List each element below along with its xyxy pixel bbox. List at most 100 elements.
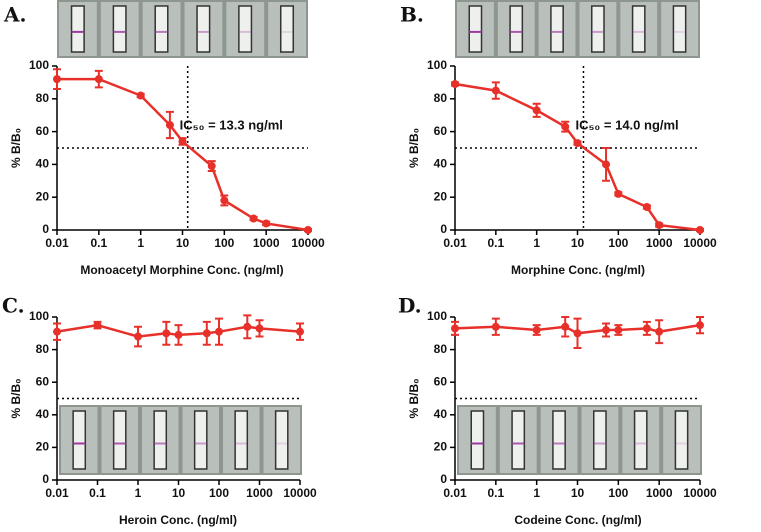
data-point bbox=[696, 226, 704, 234]
x-tick-label: 100 bbox=[214, 236, 234, 250]
data-point bbox=[304, 226, 312, 234]
data-point bbox=[136, 91, 145, 100]
data-point bbox=[178, 137, 187, 146]
y-axis-label: % B/B₀ bbox=[407, 378, 421, 418]
data-point bbox=[573, 139, 582, 148]
y-tick-label: 0 bbox=[42, 222, 49, 236]
y-tick-label: 0 bbox=[42, 472, 49, 486]
x-tick-label: 0.1 bbox=[487, 236, 504, 250]
y-tick-label: 20 bbox=[36, 189, 50, 203]
y-tick-label: 20 bbox=[36, 440, 50, 454]
x-tick-label: 1000 bbox=[253, 236, 280, 250]
data-point bbox=[165, 121, 174, 130]
y-tick-label: 80 bbox=[434, 342, 448, 356]
data-point bbox=[255, 324, 264, 333]
x-tick-label: 0.01 bbox=[45, 486, 69, 500]
y-tick-label: 100 bbox=[427, 309, 447, 323]
data-point bbox=[602, 326, 611, 335]
annotation: IC₅₀ = 13.3 ng/ml bbox=[180, 117, 283, 132]
data-line bbox=[56, 323, 301, 338]
x-axis-label: Monoacetyl Morphine Conc. (ng/ml) bbox=[80, 263, 283, 277]
x-tick-label: 10000 bbox=[291, 236, 325, 250]
y-tick-label: 100 bbox=[29, 58, 49, 72]
x-tick-label: 1000 bbox=[246, 486, 273, 500]
test-window bbox=[193, 410, 208, 470]
data-line bbox=[454, 323, 701, 335]
x-tick-label: 0.01 bbox=[443, 486, 467, 500]
data-point bbox=[220, 196, 229, 205]
data-point bbox=[207, 162, 216, 171]
data-point bbox=[93, 321, 102, 330]
x-tick-label: 10 bbox=[571, 236, 585, 250]
x-tick-label: 1 bbox=[533, 486, 540, 500]
test-window bbox=[550, 5, 564, 53]
data-point bbox=[573, 329, 582, 338]
x-tick-label: 10 bbox=[176, 236, 190, 250]
y-tick-label: 80 bbox=[36, 91, 50, 105]
x-tick-label: 0.1 bbox=[487, 486, 504, 500]
x-tick-label: 10 bbox=[571, 486, 585, 500]
panel-label: A. bbox=[3, 3, 26, 27]
test-window bbox=[279, 5, 295, 53]
data-point bbox=[215, 327, 223, 336]
y-tick-label: 60 bbox=[36, 374, 50, 388]
test-window bbox=[509, 5, 524, 53]
y-tick-label: 100 bbox=[427, 58, 447, 72]
y-tick-label: 0 bbox=[440, 222, 447, 236]
data-point bbox=[451, 80, 459, 89]
y-tick-label: 40 bbox=[434, 157, 448, 171]
data-point bbox=[451, 324, 459, 333]
test-window bbox=[112, 5, 127, 53]
y-tick-label: 80 bbox=[36, 342, 50, 356]
x-axis-label: Heroin Conc. (ng/ml) bbox=[119, 513, 237, 527]
data-point bbox=[561, 322, 570, 331]
data-point bbox=[162, 329, 171, 338]
y-axis-label: % B/B₀ bbox=[9, 128, 23, 168]
x-tick-label: 10000 bbox=[683, 236, 717, 250]
data-point bbox=[262, 219, 271, 228]
test-window bbox=[672, 5, 687, 53]
y-tick-label: 60 bbox=[434, 124, 448, 138]
x-tick-label: 1000 bbox=[646, 236, 673, 250]
data-point bbox=[296, 327, 304, 336]
test-window bbox=[274, 410, 289, 470]
data-line bbox=[57, 77, 309, 232]
data-point bbox=[602, 160, 611, 169]
test-window bbox=[674, 410, 689, 470]
test-window bbox=[154, 5, 169, 53]
test-window bbox=[234, 410, 249, 470]
test-window bbox=[633, 410, 648, 470]
data-point bbox=[614, 189, 623, 198]
x-tick-label: 1 bbox=[533, 236, 540, 250]
x-tick-label: 0.01 bbox=[45, 236, 69, 250]
data-point bbox=[491, 86, 500, 95]
data-point bbox=[94, 75, 103, 84]
data-point bbox=[249, 214, 258, 223]
y-tick-label: 100 bbox=[29, 309, 49, 323]
x-tick-label: 10000 bbox=[683, 486, 717, 500]
data-point bbox=[174, 330, 183, 339]
x-tick-label: 10000 bbox=[283, 486, 317, 500]
x-tick-label: 1 bbox=[137, 236, 144, 250]
x-tick-label: 1000 bbox=[646, 486, 673, 500]
data-point bbox=[134, 332, 142, 341]
y-axis-label: % B/B₀ bbox=[407, 128, 421, 168]
data-point bbox=[642, 203, 651, 212]
y-tick-label: 80 bbox=[434, 91, 448, 105]
data-point bbox=[532, 106, 541, 115]
photo-strip bbox=[59, 405, 302, 475]
data-point bbox=[491, 322, 500, 331]
photo-strip bbox=[455, 0, 700, 58]
y-tick-label: 60 bbox=[36, 124, 50, 138]
test-window bbox=[468, 5, 483, 53]
test-window bbox=[631, 5, 646, 53]
x-tick-label: 0.1 bbox=[89, 486, 106, 500]
panel-label: C. bbox=[2, 294, 25, 318]
x-tick-label: 10 bbox=[172, 486, 186, 500]
data-point bbox=[561, 122, 570, 131]
x-axis-label: Morphine Conc. (ng/ml) bbox=[511, 263, 645, 277]
photo-strip bbox=[57, 0, 308, 58]
x-tick-label: 0.01 bbox=[443, 236, 467, 250]
annotation: IC₅₀ = 14.0 ng/ml bbox=[575, 117, 678, 132]
